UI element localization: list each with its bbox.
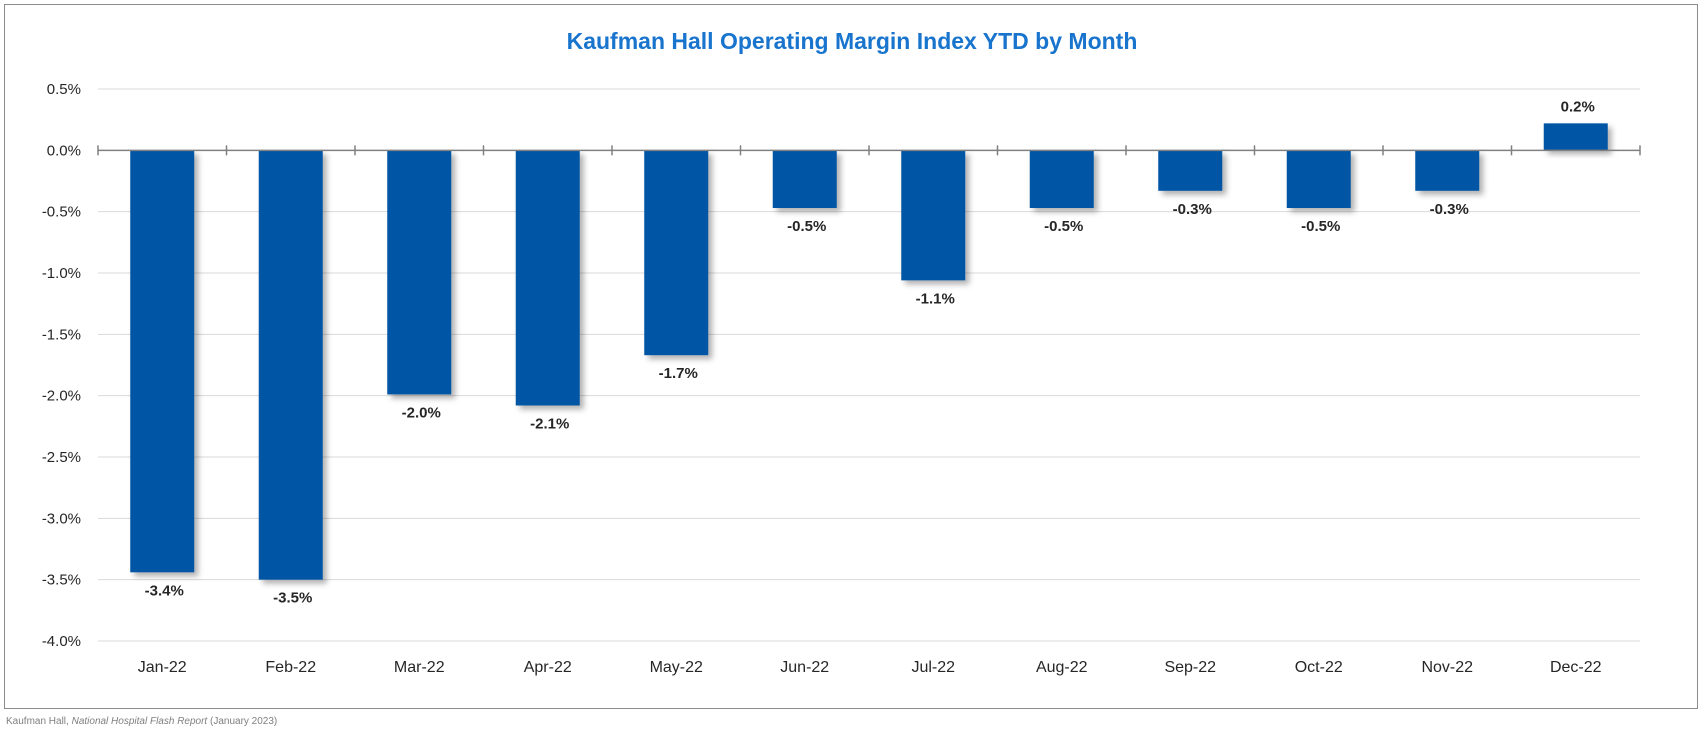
y-tick-label: -0.5% (42, 204, 81, 221)
x-tick-label: Jan-22 (138, 659, 187, 676)
y-tick-label: -4.0% (42, 633, 81, 650)
y-tick-label: -3.0% (42, 510, 81, 527)
source-title: National Hospital Flash Report (71, 716, 208, 727)
x-tick-label: Jun-22 (780, 659, 829, 676)
bar (387, 150, 452, 395)
bar (1158, 150, 1223, 191)
x-tick-label: Aug-22 (1036, 659, 1088, 676)
y-tick-label: -1.0% (42, 265, 81, 282)
data-label: -0.3% (1430, 201, 1469, 218)
bar (1415, 150, 1480, 191)
data-label: -0.5% (1044, 218, 1083, 235)
data-label: -3.5% (273, 590, 312, 607)
data-label: -1.7% (659, 365, 698, 382)
data-label: -0.5% (787, 218, 826, 235)
y-tick-label: -3.5% (42, 572, 81, 589)
y-tick-label: 0.5% (47, 81, 81, 98)
bars (130, 123, 1608, 580)
y-tick-label: -1.5% (42, 326, 81, 343)
bar (1029, 150, 1094, 208)
bar (130, 150, 195, 573)
x-tick-label: May-22 (650, 659, 703, 676)
bar-chart: 0.5% 0.0% -0.5% -1.0% -1.5% -2.0% -2.5% -3.0% -3… (42, 28, 1641, 676)
data-label: 0.2% (1561, 98, 1595, 115)
source-prefix: Kaufman Hall, (6, 716, 72, 727)
data-label: -0.5% (1301, 218, 1340, 235)
chart-frame: 0.5% 0.0% -0.5% -1.0% -1.5% -2.0% -2.5% -3.0% -3… (4, 4, 1698, 709)
x-tick-label: Sep-22 (1164, 659, 1216, 676)
data-label: -0.3% (1173, 201, 1212, 218)
axes (97, 145, 1641, 156)
bar (772, 150, 837, 208)
y-tick-label: 0.0% (47, 142, 81, 159)
data-label: -3.4% (145, 582, 184, 599)
bar (901, 150, 966, 281)
bar (1543, 123, 1608, 151)
x-tick-label: Feb-22 (265, 659, 316, 676)
chart-title: Kaufman Hall Operating Margin Index YTD … (567, 28, 1138, 54)
y-tick-label: -2.0% (42, 388, 81, 405)
x-tick-label: Oct-22 (1295, 659, 1343, 676)
bar (1286, 150, 1351, 208)
x-tick-label: Jul-22 (911, 659, 955, 676)
labels: 0.5% 0.0% -0.5% -1.0% -1.5% -2.0% -2.5% -3.0% -3… (42, 81, 1602, 676)
x-tick-label: Dec-22 (1550, 659, 1602, 676)
data-label: -1.1% (916, 290, 955, 307)
bar (644, 150, 709, 356)
data-label: -2.1% (530, 415, 569, 432)
source-note: Kaufman Hall, National Hospital Flash Re… (6, 716, 277, 727)
bar (515, 150, 580, 406)
source-suffix: (January 2023) (207, 716, 278, 727)
gridlines (98, 88, 1640, 642)
x-tick-label: Mar-22 (394, 659, 445, 676)
x-tick-label: Nov-22 (1421, 659, 1473, 676)
data-label: -2.0% (402, 404, 441, 421)
bar (258, 150, 323, 580)
y-tick-label: -2.5% (42, 449, 81, 466)
x-tick-label: Apr-22 (524, 659, 572, 676)
